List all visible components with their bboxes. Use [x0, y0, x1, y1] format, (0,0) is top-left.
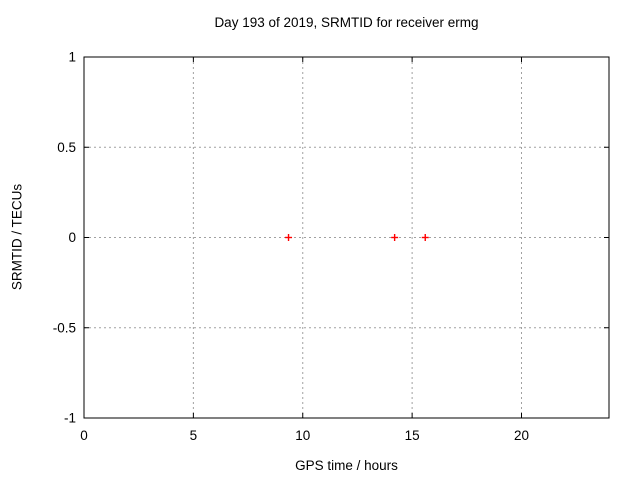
x-tick-label: 5	[190, 428, 198, 443]
x-tick-label: 0	[80, 428, 88, 443]
y-tick-label: 0.5	[57, 140, 76, 155]
y-tick-label: 1	[68, 50, 76, 65]
y-tick-label: -1	[64, 411, 76, 426]
chart-title: Day 193 of 2019, SRMTID for receiver erm…	[214, 15, 479, 30]
x-tick-label: 15	[405, 428, 420, 443]
x-tick-label: 20	[514, 428, 529, 443]
y-tick-label: 0	[68, 230, 76, 245]
x-axis-label: GPS time / hours	[295, 458, 398, 473]
y-axis-label: SRMTID / TECUs	[9, 183, 25, 291]
y-tick-label: -0.5	[53, 320, 76, 335]
x-tick-label: 10	[295, 428, 310, 443]
